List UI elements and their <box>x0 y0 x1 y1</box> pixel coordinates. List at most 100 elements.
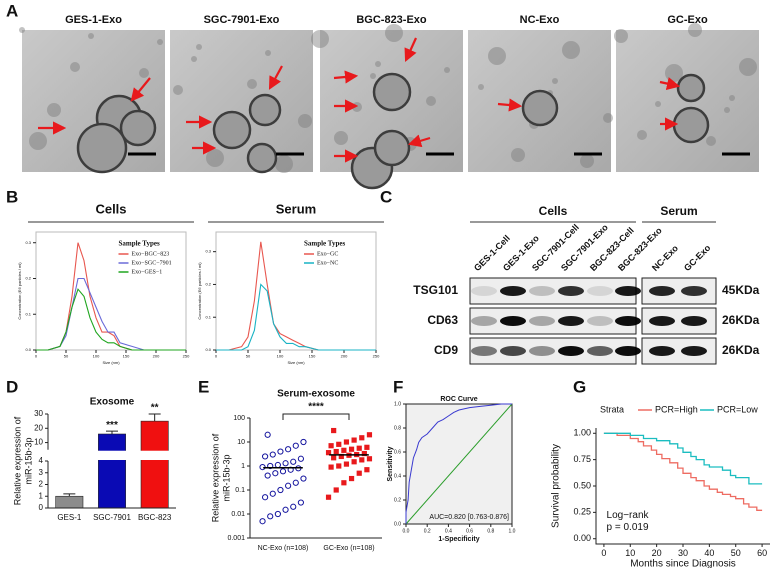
tem-debris <box>729 95 735 101</box>
vesicle <box>248 93 282 127</box>
vesicle <box>676 73 706 103</box>
x-tick-label: BGC-823 <box>138 513 172 522</box>
band <box>500 286 526 296</box>
point <box>277 448 284 455</box>
legend-label: Exo−SGC−7901 <box>132 260 172 266</box>
panel-label: A <box>6 1 18 20</box>
band <box>529 286 555 296</box>
error-bar <box>63 493 76 497</box>
x-tick-label: 60 <box>757 548 767 558</box>
plot-frame <box>35 231 187 351</box>
tem-debris <box>298 114 312 128</box>
x-tick-label: SGC-7901 <box>93 513 131 522</box>
x-tick-label: 0 <box>215 353 218 358</box>
chart-title: Serum <box>276 201 316 216</box>
tem-debris <box>511 148 525 162</box>
tem-debris <box>247 79 257 89</box>
point <box>277 486 284 494</box>
x-tick-label: 50 <box>64 353 69 358</box>
x-tick-label: GC-Exo (n=108) <box>323 545 374 552</box>
y-axis-label: miR-15b-3p <box>23 437 33 484</box>
y-axis-label: Concentration (E6 particles / ml) <box>197 262 202 320</box>
x-tick-label: 150 <box>123 353 130 358</box>
tem-debris <box>488 47 506 65</box>
band <box>681 316 707 326</box>
protein-label: TSG101 <box>413 283 458 297</box>
point <box>361 450 367 457</box>
legend-label: Exo−NC <box>317 260 338 266</box>
y-tick-label: 0.001 <box>227 535 245 542</box>
point <box>359 457 365 463</box>
point <box>267 462 274 470</box>
band <box>615 316 641 326</box>
point <box>290 458 297 465</box>
x-tick-label: 0 <box>35 353 38 358</box>
band <box>587 316 613 326</box>
point <box>366 432 373 438</box>
axis-break <box>42 450 178 460</box>
roc-curve <box>405 403 512 524</box>
y-tick-label: 0.0 <box>205 347 211 352</box>
tem-debris <box>614 29 628 43</box>
point <box>351 437 357 443</box>
arrow <box>404 37 418 63</box>
y-tick-label: 0.3 <box>25 240 31 245</box>
vesicle <box>521 89 559 127</box>
tem-debris <box>29 132 47 150</box>
arrow <box>333 70 359 84</box>
vesicle <box>672 106 710 144</box>
band <box>681 286 707 296</box>
y-tick-label: 0.75 <box>573 454 591 464</box>
point <box>341 447 347 453</box>
tem-debris <box>196 44 202 50</box>
x-tick-label: 0.8 <box>487 528 494 534</box>
band <box>471 286 497 296</box>
x-axis-label: Size (nm) <box>287 360 305 365</box>
y-tick-label: 1 <box>241 463 245 470</box>
error-bar <box>148 413 161 422</box>
y-tick-label: 1.0 <box>394 401 401 407</box>
tem-debris <box>637 130 647 140</box>
x-tick-label: 50 <box>731 548 741 558</box>
band <box>529 346 555 356</box>
point <box>297 499 305 506</box>
tem-debris <box>688 23 702 37</box>
tem-debris <box>370 73 376 79</box>
band <box>587 286 613 296</box>
point <box>274 461 281 469</box>
y-tick-label: 100 <box>233 415 245 422</box>
arrow <box>659 77 681 91</box>
y-axis-label: Sensitivity <box>387 446 394 481</box>
tem-debris <box>173 85 183 95</box>
chart-title: ROC Curve <box>440 396 477 403</box>
legend-label: Exo−GC <box>317 251 338 257</box>
x-tick-label: 20 <box>652 548 662 558</box>
y-tick-label: 4 <box>39 456 44 465</box>
point <box>348 475 355 482</box>
panel-label: C <box>380 187 392 206</box>
x-tick-label: 250 <box>183 353 190 358</box>
point <box>359 435 365 441</box>
point <box>261 494 269 501</box>
band <box>558 346 584 356</box>
point <box>336 463 342 469</box>
point <box>364 467 370 473</box>
point <box>325 494 332 500</box>
point <box>269 451 276 458</box>
error-bar <box>106 430 118 435</box>
band <box>587 346 613 356</box>
vesicle <box>76 122 128 174</box>
series-line <box>36 277 186 351</box>
y-tick-label: 0.2 <box>205 282 211 287</box>
size-label: 26KDa <box>722 313 760 327</box>
panel-label: B <box>6 187 18 206</box>
tem-label: BGC-823-Exo <box>356 14 427 26</box>
vesicle <box>246 142 278 174</box>
y-tick-label: 0.3 <box>205 249 211 254</box>
arrow <box>497 98 523 112</box>
tem-debris <box>47 103 61 117</box>
chart-title: Exosome <box>90 397 135 408</box>
x-axis-label: Size (nm) <box>102 360 120 365</box>
point <box>366 456 373 462</box>
y-tick-label: 20 <box>34 423 43 432</box>
